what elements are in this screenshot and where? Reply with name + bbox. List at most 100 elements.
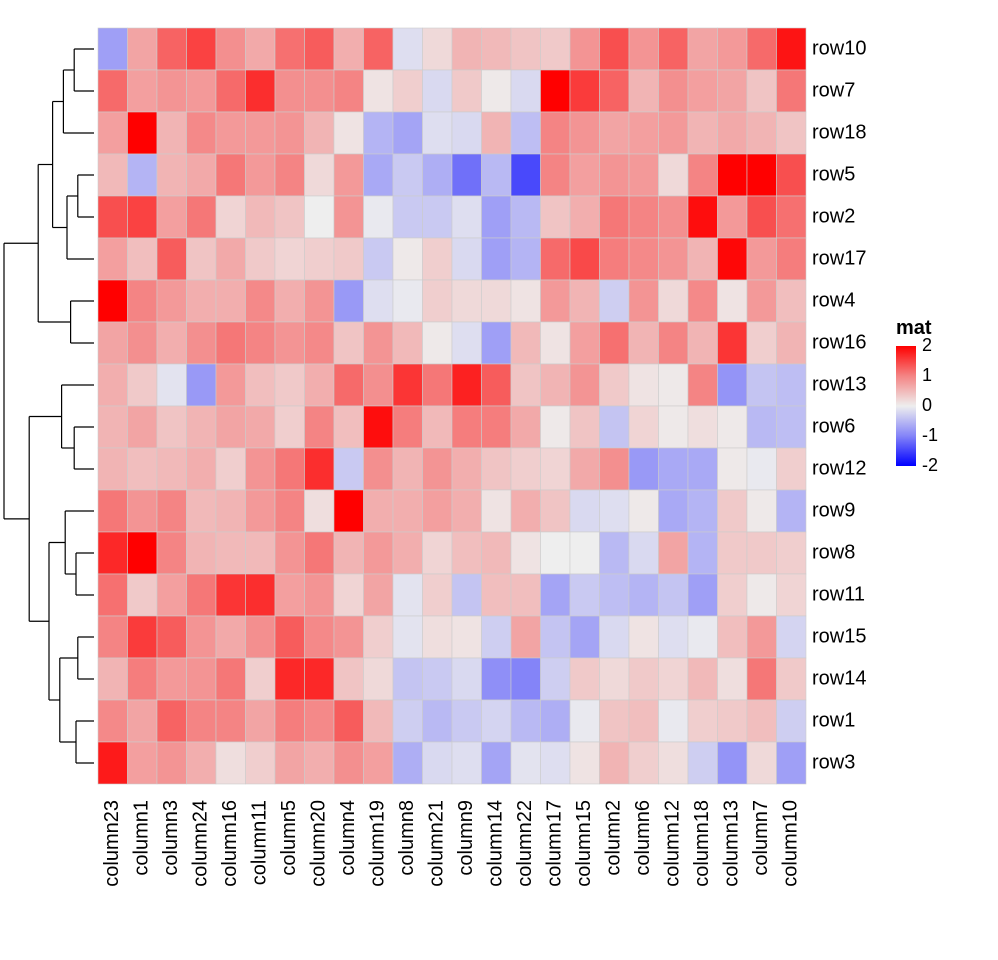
heatmap-cell bbox=[334, 658, 364, 700]
heatmap-cell bbox=[305, 154, 335, 196]
row-label: row12 bbox=[812, 457, 866, 479]
heatmap-cell bbox=[541, 448, 571, 490]
heatmap-cell bbox=[718, 280, 748, 322]
heatmap-cell bbox=[747, 322, 777, 364]
heatmap-cell bbox=[570, 574, 600, 616]
heatmap-cell bbox=[629, 574, 659, 616]
heatmap-cell bbox=[511, 238, 541, 280]
heatmap-cell bbox=[246, 406, 276, 448]
heatmap-cell bbox=[629, 196, 659, 238]
heatmap-cell bbox=[157, 532, 187, 574]
heatmap-cell bbox=[334, 28, 364, 70]
heatmap-cell bbox=[718, 154, 748, 196]
heatmap-cell bbox=[600, 322, 630, 364]
heatmap-cell bbox=[98, 532, 128, 574]
heatmap-cell bbox=[570, 280, 600, 322]
heatmap-cell bbox=[482, 196, 512, 238]
heatmap-cell bbox=[157, 406, 187, 448]
col-label: column8 bbox=[396, 800, 418, 876]
heatmap-cell bbox=[688, 532, 718, 574]
heatmap-cell bbox=[246, 280, 276, 322]
heatmap-cell bbox=[187, 196, 217, 238]
heatmap-cell bbox=[777, 700, 807, 742]
heatmap-cell bbox=[482, 322, 512, 364]
heatmap-cell bbox=[747, 406, 777, 448]
heatmap-cell bbox=[98, 448, 128, 490]
heatmap-cell bbox=[275, 532, 305, 574]
heatmap-svg: row10row7row18row5row2row17row4row16row1… bbox=[0, 0, 998, 960]
heatmap-cell bbox=[393, 490, 423, 532]
heatmap-cell bbox=[688, 490, 718, 532]
heatmap-cell bbox=[216, 196, 246, 238]
heatmap-cell bbox=[364, 700, 394, 742]
heatmap-cell bbox=[688, 154, 718, 196]
col-label: column19 bbox=[367, 800, 389, 887]
heatmap-cell bbox=[364, 658, 394, 700]
heatmap-cell bbox=[688, 742, 718, 784]
heatmap-cell bbox=[452, 448, 482, 490]
col-label: column11 bbox=[249, 800, 271, 885]
heatmap-cell bbox=[246, 28, 276, 70]
heatmap-cell bbox=[629, 616, 659, 658]
heatmap-cell bbox=[128, 364, 158, 406]
heatmap-cell bbox=[423, 364, 453, 406]
heatmap-cell bbox=[688, 700, 718, 742]
heatmap-cell bbox=[777, 238, 807, 280]
heatmap-cell bbox=[305, 238, 335, 280]
heatmap-cell bbox=[128, 658, 158, 700]
heatmap-cell bbox=[629, 28, 659, 70]
row-label: row9 bbox=[812, 499, 855, 521]
heatmap-cell bbox=[305, 322, 335, 364]
heatmap-cell bbox=[305, 28, 335, 70]
heatmap-cell bbox=[275, 112, 305, 154]
heatmap-cell bbox=[128, 112, 158, 154]
heatmap-cell bbox=[600, 238, 630, 280]
heatmap-cell bbox=[393, 112, 423, 154]
heatmap-cell bbox=[364, 154, 394, 196]
heatmap-cell bbox=[600, 700, 630, 742]
heatmap-cell bbox=[334, 490, 364, 532]
heatmap-cell bbox=[482, 28, 512, 70]
heatmap-cell bbox=[423, 70, 453, 112]
heatmap-cell bbox=[305, 70, 335, 112]
heatmap-cell bbox=[482, 112, 512, 154]
heatmap-cell bbox=[541, 658, 571, 700]
heatmap-cell bbox=[600, 406, 630, 448]
heatmap-cell bbox=[452, 322, 482, 364]
heatmap-cell bbox=[688, 364, 718, 406]
heatmap-cell bbox=[157, 280, 187, 322]
heatmap-cell bbox=[246, 532, 276, 574]
row-labels: row10row7row18row5row2row17row4row16row1… bbox=[812, 37, 866, 773]
col-label: column9 bbox=[455, 800, 477, 876]
heatmap-cell bbox=[659, 154, 689, 196]
heatmap-cell bbox=[570, 490, 600, 532]
heatmap-cell bbox=[157, 448, 187, 490]
heatmap-cell bbox=[718, 238, 748, 280]
heatmap-cell bbox=[216, 616, 246, 658]
row-label: row16 bbox=[812, 331, 866, 353]
heatmap-cell bbox=[216, 700, 246, 742]
heatmap-cell bbox=[364, 490, 394, 532]
heatmap-cell bbox=[747, 574, 777, 616]
row-dendrogram bbox=[4, 49, 94, 763]
heatmap-cell bbox=[570, 448, 600, 490]
heatmap-cell bbox=[364, 238, 394, 280]
heatmap-cell bbox=[275, 280, 305, 322]
heatmap-cell bbox=[246, 448, 276, 490]
heatmap-cell bbox=[452, 658, 482, 700]
heatmap-cell bbox=[246, 196, 276, 238]
heatmap-cell bbox=[688, 196, 718, 238]
heatmap-cell bbox=[511, 406, 541, 448]
heatmap-cell bbox=[718, 196, 748, 238]
heatmap-cell bbox=[777, 280, 807, 322]
heatmap-cell bbox=[187, 658, 217, 700]
heatmap-cell bbox=[246, 70, 276, 112]
heatmap-cell bbox=[629, 238, 659, 280]
heatmap-cell bbox=[482, 742, 512, 784]
heatmap-cell bbox=[275, 742, 305, 784]
heatmap-cell bbox=[157, 238, 187, 280]
heatmap-cell bbox=[98, 364, 128, 406]
heatmap-cell bbox=[600, 70, 630, 112]
legend-tick: 2 bbox=[922, 335, 932, 355]
heatmap-cell bbox=[216, 238, 246, 280]
